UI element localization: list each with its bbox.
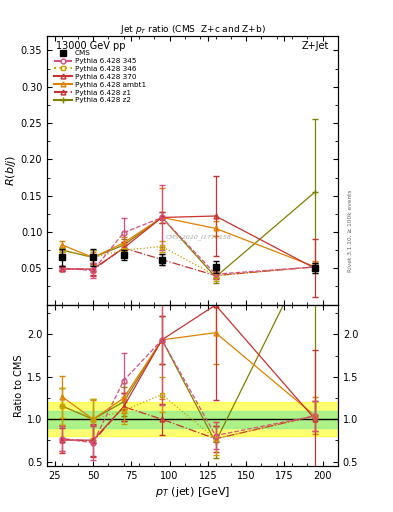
Text: Rivet 3.1.10, ≥ 100k events: Rivet 3.1.10, ≥ 100k events: [348, 189, 353, 272]
Text: 13000 GeV pp: 13000 GeV pp: [56, 41, 125, 51]
Legend: CMS, Pythia 6.428 345, Pythia 6.428 346, Pythia 6.428 370, Pythia 6.428 ambt1, P: CMS, Pythia 6.428 345, Pythia 6.428 346,…: [54, 50, 146, 103]
Y-axis label: Ratio to CMS: Ratio to CMS: [14, 354, 24, 417]
Title: Jet $p_T$ ratio (CMS  Z+c and Z+b): Jet $p_T$ ratio (CMS Z+c and Z+b): [120, 23, 265, 36]
Text: CMS_2020_I1776158: CMS_2020_I1776158: [165, 234, 231, 240]
Text: Z+Jet: Z+Jet: [302, 41, 329, 51]
Y-axis label: $R(b/j)$: $R(b/j)$: [4, 155, 18, 186]
X-axis label: $p_T$ (jet) [GeV]: $p_T$ (jet) [GeV]: [155, 485, 230, 499]
